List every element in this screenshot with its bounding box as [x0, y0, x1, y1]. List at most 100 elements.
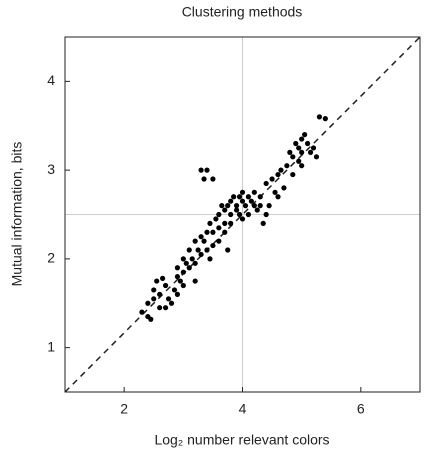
scatter-point [195, 247, 201, 253]
scatter-point [284, 163, 290, 169]
scatter-point [192, 278, 198, 284]
scatter-point [225, 203, 231, 209]
x-axis-label: Log₂ number relevant colors [154, 432, 329, 448]
scatter-point [219, 203, 225, 209]
scatter-point [192, 260, 198, 266]
scatter-point [263, 211, 269, 218]
scatter-point [174, 265, 181, 271]
scatter-point [228, 198, 234, 204]
scatter-point [310, 145, 317, 151]
y-tick-label: 3 [47, 161, 55, 177]
scatter-point [222, 229, 228, 235]
scatter-point [299, 136, 305, 142]
scatter-point [269, 176, 275, 182]
scatter-point [299, 163, 305, 169]
y-axis-label: Mutual information, bits [9, 142, 25, 287]
scatter-point [257, 194, 263, 200]
scatter-point [189, 256, 195, 262]
scatter-point [180, 282, 186, 289]
scatter-point [287, 149, 293, 155]
scatter-point [228, 220, 234, 226]
scatter-point [281, 185, 287, 191]
scatter-point [207, 220, 213, 226]
scatter-point [168, 300, 175, 306]
scatter-point [216, 238, 222, 244]
scatter-point [228, 211, 234, 218]
scatter-point [162, 305, 169, 311]
scatter-point [186, 247, 192, 253]
scatter-point [186, 265, 192, 271]
scatter-point [231, 194, 237, 200]
scatter-point [151, 296, 157, 302]
scatter-point [293, 140, 299, 147]
scatter-point [296, 145, 302, 151]
scatter-point [233, 207, 240, 213]
scatter-point [198, 234, 204, 240]
scatter-point [239, 189, 246, 195]
scatter-point [198, 167, 204, 173]
scatter-point [313, 154, 320, 160]
scatter-point [304, 140, 311, 147]
scatter-point [275, 194, 281, 200]
scatter-point [204, 229, 210, 235]
scatter-point [242, 203, 249, 209]
scatter-point [322, 116, 328, 122]
x-tick-label: 2 [120, 401, 128, 417]
scatter-point [204, 247, 210, 253]
scatter-point [222, 220, 228, 226]
scatter-point [278, 167, 284, 173]
y-tick-label: 4 [47, 72, 55, 88]
scatter-point [316, 114, 323, 120]
scatter-point [254, 207, 260, 213]
scatter-point [257, 203, 263, 209]
scatter-point [201, 176, 207, 182]
scatter-point [213, 216, 219, 222]
scatter-point [225, 247, 231, 253]
scatter-point [260, 220, 266, 226]
scatter-point [251, 189, 257, 195]
scatter-point [216, 225, 222, 231]
y-tick-label: 2 [47, 250, 55, 266]
scatter-point [162, 282, 169, 289]
scatter-point [192, 238, 198, 244]
scatter-point [236, 194, 243, 200]
scatter-point [251, 203, 257, 209]
scatter-point [210, 242, 216, 249]
scatter-point [157, 305, 163, 311]
scatter-point [290, 171, 296, 178]
scatter-point [266, 203, 272, 209]
scatter-point [216, 211, 222, 218]
scatter-point [157, 291, 163, 297]
scatter-point [154, 278, 160, 284]
scatter-point [239, 216, 246, 222]
scatter-point [275, 171, 281, 178]
scatter-point [165, 296, 172, 302]
scatter-point [180, 256, 186, 262]
scatter-point [180, 269, 186, 275]
diagonal-line [64, 36, 421, 393]
scatter-point [248, 198, 254, 204]
scatter-point [145, 300, 151, 306]
scatter-point [174, 291, 181, 297]
scatter-point [239, 198, 246, 204]
scatter-point [296, 158, 302, 164]
scatter-point [290, 154, 296, 160]
scatter-point [263, 180, 269, 187]
scatter-point [272, 189, 278, 195]
scatter-point [302, 132, 308, 138]
x-tick-label: 6 [357, 401, 365, 417]
scatter-point [233, 203, 240, 209]
scatter-point [148, 316, 154, 322]
scatter-point [210, 229, 216, 235]
scatter-point [183, 260, 189, 266]
scatter-point [210, 176, 216, 182]
scatter-point [299, 149, 305, 155]
scatter-point [307, 149, 314, 155]
scatter-point [201, 238, 207, 244]
scatter-point [139, 309, 145, 315]
scatter-point [236, 211, 243, 218]
scatter-point [204, 167, 210, 173]
scatter-point [207, 256, 213, 262]
scatter-point [222, 207, 228, 213]
